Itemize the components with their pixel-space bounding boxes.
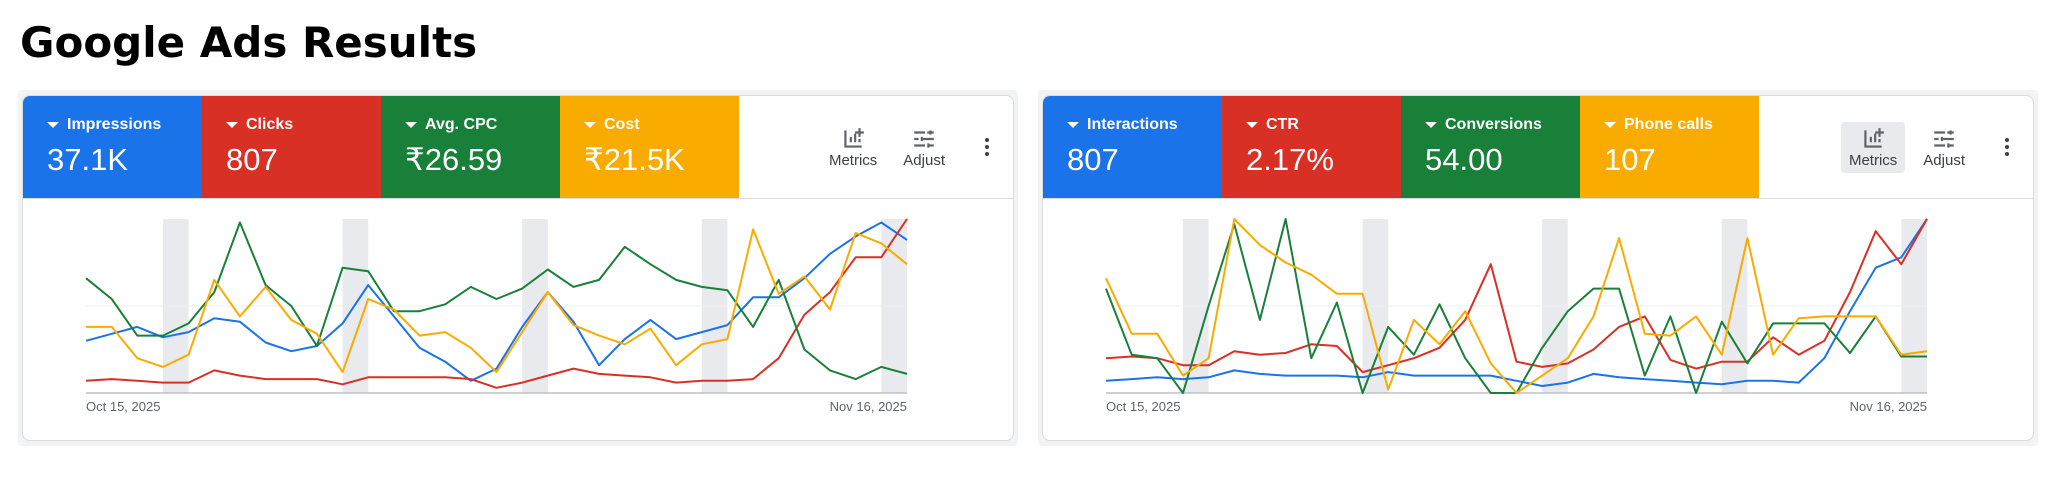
metric-label: Phone calls [1604,116,1759,134]
metric-label: Clicks [226,116,381,134]
series-line [1105,218,1928,374]
series-line [86,228,908,374]
metric-value: 807 [1067,142,1119,177]
metric-tile[interactable]: Clicks 807 [202,96,381,198]
metric-value: 807 [226,142,278,177]
button-label: Adjust [903,151,945,169]
x-label: Nov 16, 2025 [1850,399,1927,414]
metric-tile[interactable]: Impressions 37.1K [23,96,202,198]
more-button[interactable] [975,135,999,159]
series-line [85,221,908,382]
button-icon [1934,129,1954,148]
metric-label: Conversions [1425,116,1580,134]
metric-tile[interactable]: Cost ₹21.5K [560,96,739,198]
button-icon [914,129,934,148]
metric-value: 107 [1604,142,1656,177]
series-line [85,221,908,381]
chart: Oct 15, 2025 Nov 16, 2025 [85,218,908,414]
toolbar-button[interactable]: Metrics [1840,121,1906,173]
toolbar-button[interactable]: Adjust [1915,122,1973,173]
toolbar: Metrics Adjust [1759,96,2033,198]
series-line [1105,218,1928,387]
more-button[interactable] [1995,135,2019,159]
metric-label: Cost [584,116,739,134]
card: Interactions 807 CTR 2.17% Conversions 54.00 P… [1042,95,2034,441]
button-label: Metrics [828,151,878,169]
metric-tiles: Interactions 807 CTR 2.17% Conversions 54.00 P… [1043,96,2033,199]
metric-value: 37.1K [47,142,129,177]
series-line [1105,218,1928,394]
toolbar-button[interactable]: Adjust [895,122,953,173]
button-icon [844,127,864,148]
toolbar: Metrics Adjust [739,96,1013,198]
metric-value: ₹26.59 [405,142,503,177]
x-label: Nov 16, 2025 [830,399,907,414]
chart: Oct 15, 2025 Nov 16, 2025 [1105,218,1928,414]
metric-label: Impressions [47,116,202,134]
metric-tile[interactable]: Avg. CPC ₹26.59 [381,96,560,198]
page-title: Google Ads Results [20,18,478,67]
panel: Interactions 807 CTR 2.17% Conversions 54.00 P… [1038,90,2038,446]
metric-value: 2.17% [1246,142,1334,177]
x-label: Oct 15, 2025 [86,399,160,414]
metric-tiles: Impressions 37.1K Clicks 807 Avg. CPC ₹26.59 C… [23,96,1013,199]
series-line [85,218,908,389]
metric-tile[interactable]: Phone calls 107 [1580,96,1759,198]
panel: Impressions 37.1K Clicks 807 Avg. CPC ₹26.59 C… [18,90,1018,446]
button-label: Adjust [1923,151,1965,169]
metric-tile[interactable]: Conversions 54.00 [1401,96,1580,198]
metric-label: CTR [1246,116,1401,134]
x-label: Oct 15, 2025 [1106,399,1180,414]
metric-tile[interactable]: Interactions 807 [1043,96,1222,198]
toolbar-button[interactable]: Metrics [821,122,885,173]
metric-tile[interactable]: CTR 2.17% [1222,96,1401,198]
metric-value: ₹21.5K [584,142,685,177]
metric-value: 54.00 [1425,142,1503,177]
button-label: Metrics [1848,151,1898,169]
button-icon [1864,127,1884,148]
metric-label: Interactions [1067,116,1222,134]
card: Impressions 37.1K Clicks 807 Avg. CPC ₹26.59 C… [22,95,1014,441]
metric-label: Avg. CPC [405,116,560,134]
